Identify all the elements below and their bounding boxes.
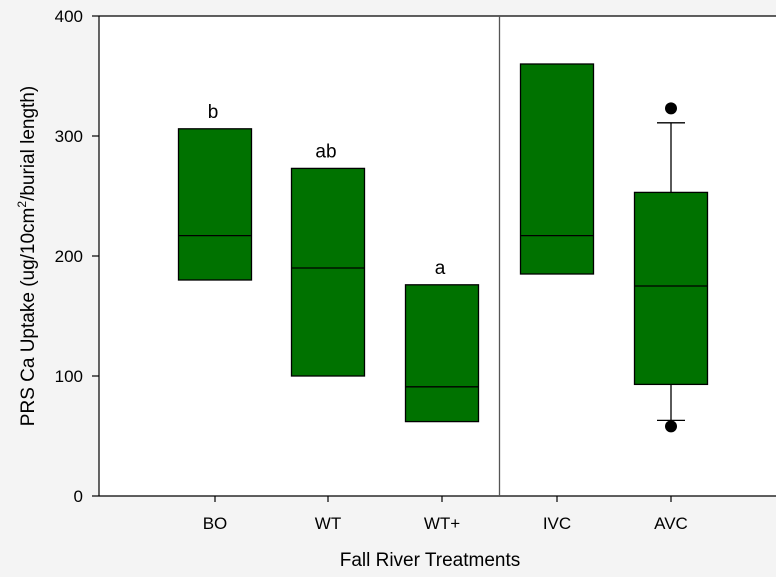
box-avc-outlier	[665, 420, 677, 433]
y-tick-label: 300	[55, 127, 83, 146]
box-wt	[290, 167, 366, 377]
x-tick-label-ivc: IVC	[543, 514, 571, 533]
chart-axes: BO WT WT+ IVC AVC 0 100 200 300 400	[55, 7, 776, 533]
box-ivc	[519, 63, 595, 275]
y-tick-label: 100	[55, 367, 83, 386]
y-axis-title-tail: /burial length)	[18, 86, 39, 201]
chart-marks: b ab a	[177, 63, 709, 433]
y-axis-title-superscript: 2	[15, 201, 29, 208]
y-axis-title: PRS Ca Uptake (ug/10cm2/burial length)	[15, 86, 39, 426]
x-axis-title: Fall River Treatments	[340, 550, 521, 571]
y-axis-title-main: PRS Ca Uptake (ug/10cm	[18, 208, 39, 427]
y-tick-label: 0	[74, 487, 83, 506]
y-tick-label: 200	[55, 247, 83, 266]
x-tick-label-bo: BO	[203, 514, 228, 533]
significance-letter-bo: b	[208, 102, 219, 123]
x-tick-label-wt: WT	[315, 514, 341, 533]
x-tick-label-wt-plus: WT+	[424, 514, 460, 533]
box-avc-outlier	[665, 102, 677, 115]
box-wt-plus	[404, 284, 480, 423]
significance-letter-wt: ab	[315, 141, 336, 162]
x-tick-label-avc: AVC	[654, 514, 688, 533]
y-tick-label: 400	[55, 7, 83, 26]
significance-letter-wt-plus: a	[435, 258, 446, 279]
box-bo	[177, 128, 253, 281]
box-avc	[633, 191, 709, 386]
